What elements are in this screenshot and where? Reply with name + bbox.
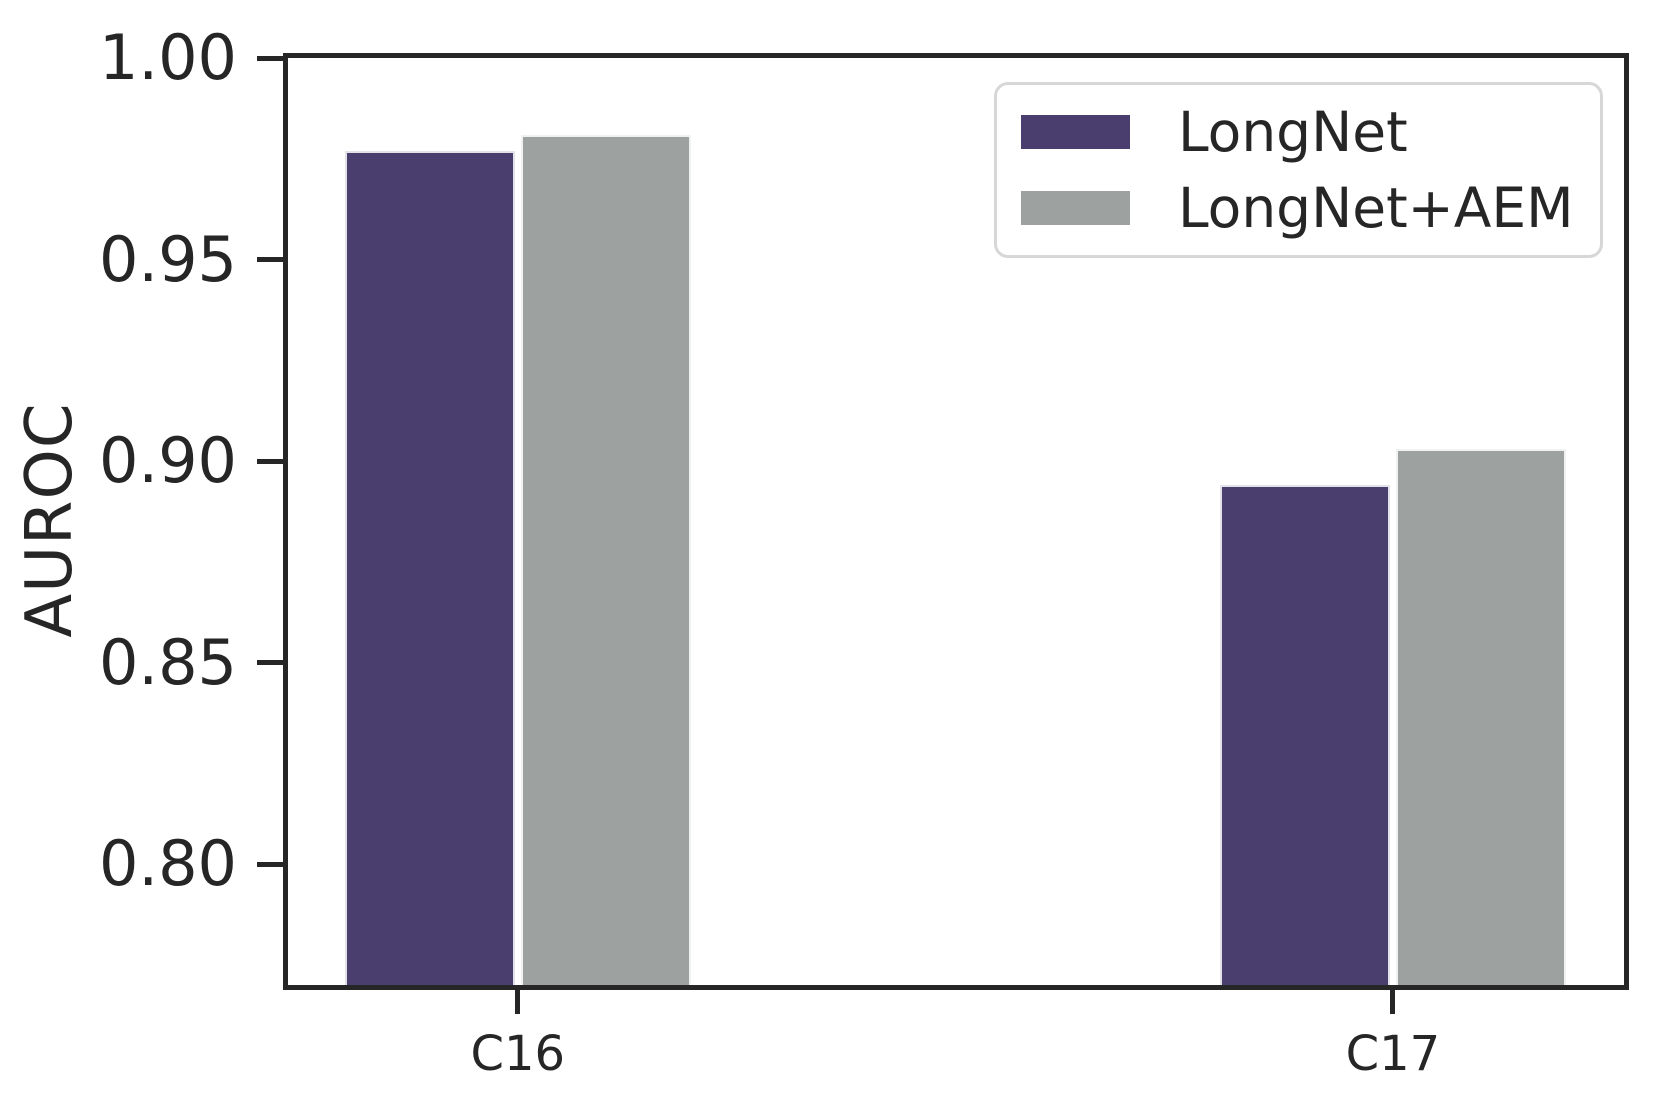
x-tick-label: C16	[470, 1026, 566, 1082]
legend-item-longnet-aem: LongNet+AEM	[1021, 178, 1600, 239]
y-tick-mark	[257, 257, 283, 263]
y-tick-label: 0.80	[98, 827, 237, 901]
y-tick-mark	[257, 55, 283, 61]
bar-longnet-c16	[344, 150, 515, 985]
legend-label-longnet-aem: LongNet+AEM	[1178, 176, 1574, 240]
y-tick-label: 1.00	[98, 21, 237, 94]
bar-longnet-c17	[1219, 485, 1390, 985]
bar-longnet-aem-c17	[1395, 448, 1566, 985]
legend: LongNet LongNet+AEM	[994, 82, 1603, 258]
y-tick-mark	[257, 861, 283, 867]
legend-swatch-longnet	[1021, 114, 1130, 149]
x-tick-label: C17	[1345, 1026, 1441, 1082]
x-tick-mark	[515, 990, 521, 1014]
legend-label-longnet: LongNet	[1178, 99, 1408, 164]
y-tick-label: 0.85	[98, 625, 237, 699]
y-tick-mark	[257, 458, 283, 464]
bar-longnet-aem-c16	[520, 134, 691, 985]
y-tick-label: 0.90	[98, 424, 237, 498]
legend-item-longnet: LongNet	[1021, 99, 1600, 164]
y-tick-label: 0.95	[98, 222, 237, 296]
legend-swatch-longnet-aem	[1021, 191, 1130, 226]
x-tick-mark	[1390, 990, 1396, 1014]
y-tick-mark	[257, 660, 283, 666]
